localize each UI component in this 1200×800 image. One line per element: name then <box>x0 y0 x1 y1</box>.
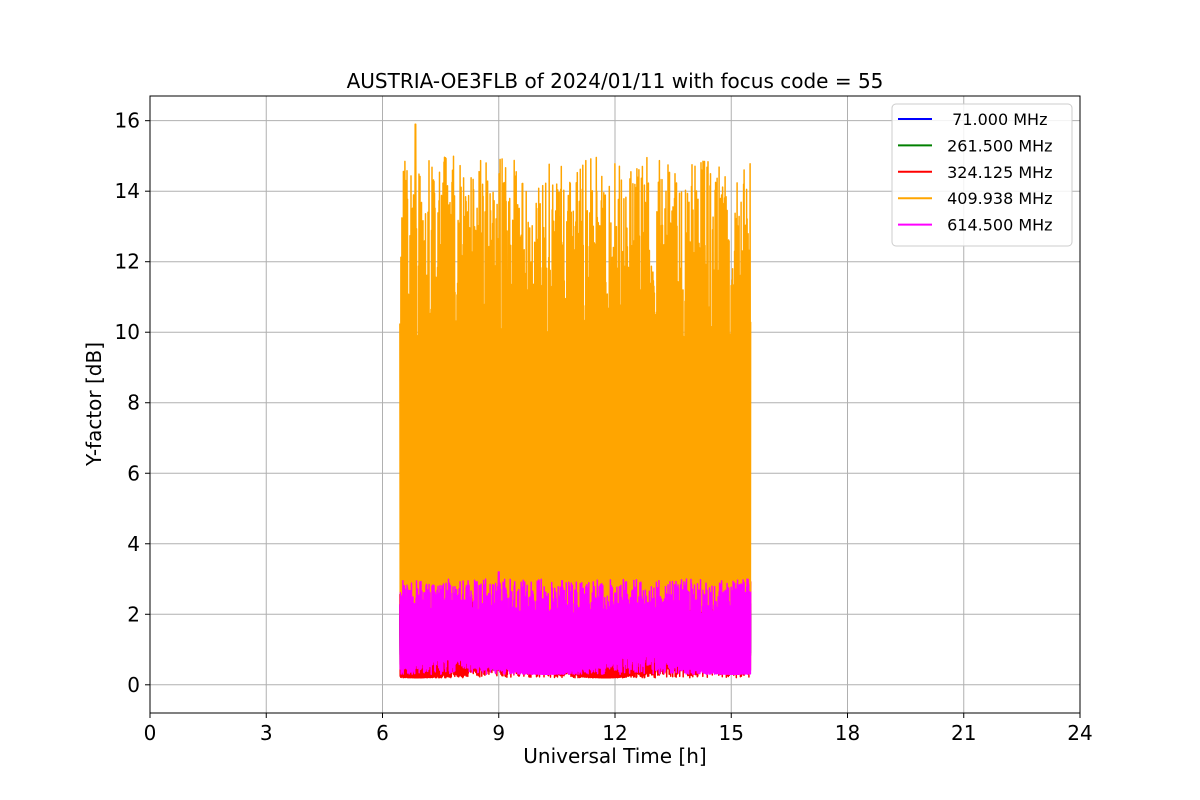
legend: 71.000 MHz 261.500 MHz 324.125 MHz 409.9… <box>891 103 1073 247</box>
legend-entry-label: 71.000 MHz <box>942 110 1047 129</box>
x-axis-ticks: 0 3 6 9 12 15 18 21 24 <box>144 713 1093 745</box>
y-tick-label: 6 <box>127 461 140 485</box>
x-tick-label: 24 <box>1067 721 1092 745</box>
y-tick-label: 2 <box>127 602 140 626</box>
x-tick-label: 15 <box>719 721 744 745</box>
x-tick-label: 21 <box>951 721 976 745</box>
series-line <box>399 571 752 675</box>
legend-entry-label: 409.938 MHz <box>942 189 1053 208</box>
legend-entry-label: 324.125 MHz <box>942 163 1053 182</box>
y-tick-label: 8 <box>127 391 140 415</box>
x-axis-label: Universal Time [h] <box>523 744 706 768</box>
chart-title: AUSTRIA-OE3FLB of 2024/01/11 with focus … <box>347 69 884 93</box>
legend-entry-label: 261.500 MHz <box>942 136 1053 155</box>
x-tick-label: 18 <box>835 721 860 745</box>
x-tick-label: 3 <box>260 721 273 745</box>
y-tick-label: 4 <box>127 532 140 556</box>
y-axis-label: Y-factor [dB] <box>82 342 106 467</box>
legend-entry-label: 614.500 MHz <box>942 216 1053 235</box>
y-tick-label: 0 <box>127 673 140 697</box>
y-tick-label: 10 <box>115 320 140 344</box>
y-tick-label: 12 <box>115 250 140 274</box>
legend-box <box>891 103 1073 247</box>
y-tick-label: 16 <box>115 109 140 133</box>
series-line <box>399 123 752 616</box>
series-layer <box>399 123 752 679</box>
y-tick-label: 14 <box>115 179 140 203</box>
x-tick-label: 0 <box>144 721 157 745</box>
x-tick-label: 9 <box>492 721 505 745</box>
x-tick-label: 12 <box>602 721 627 745</box>
x-tick-label: 6 <box>376 721 389 745</box>
y-axis-ticks: 0 2 4 6 8 10 12 14 16 <box>115 109 150 697</box>
